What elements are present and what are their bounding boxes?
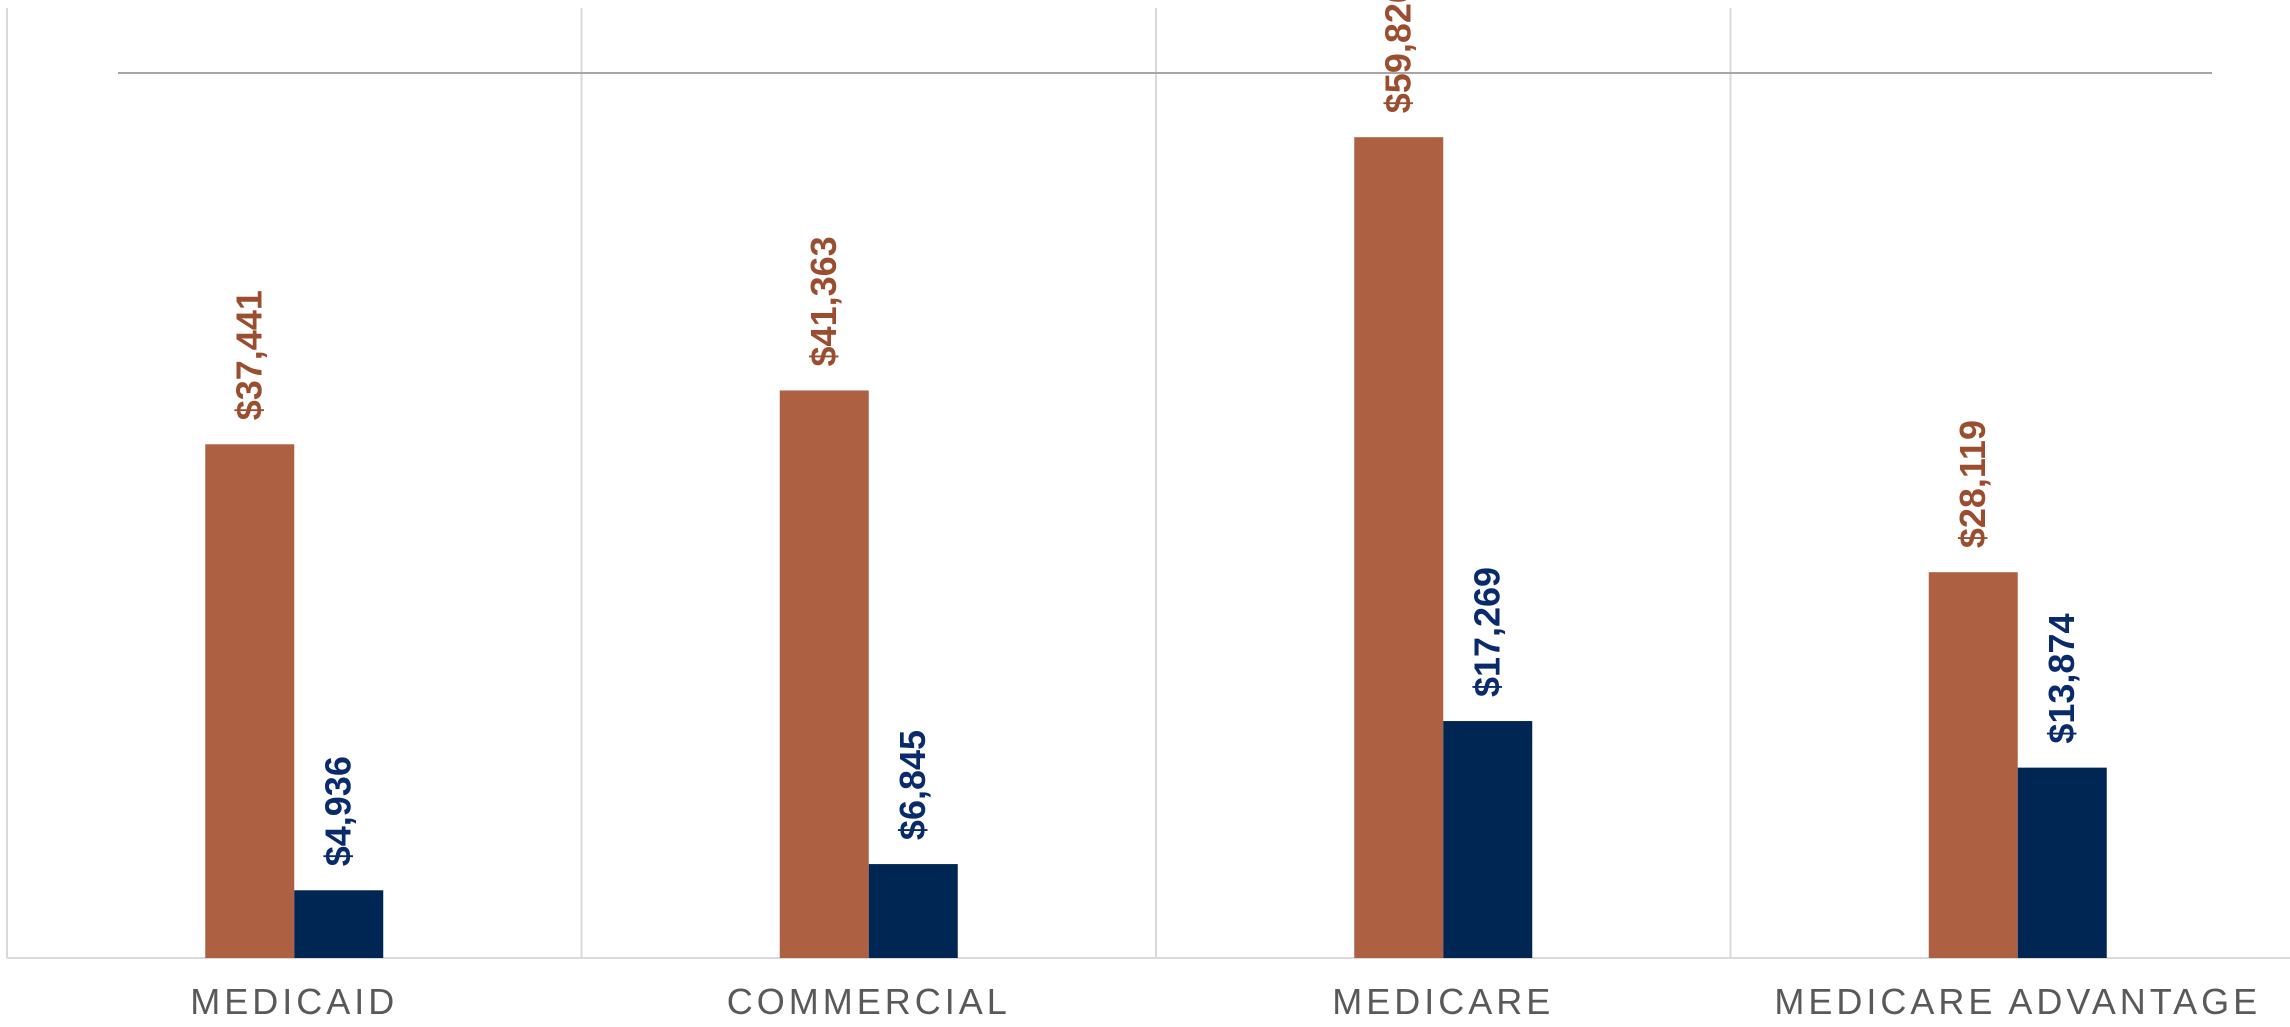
data-label: $6,845 — [892, 730, 933, 840]
data-label: $17,269 — [1467, 567, 1508, 697]
data-label: $4,936 — [318, 756, 359, 866]
bar-series1-commercial — [779, 390, 869, 958]
x-tick-label: MEDICARE ADVANTAGE — [1774, 981, 2261, 1022]
x-tick-label: MEDICARE — [1332, 981, 1554, 1022]
data-label: $59,820 — [1378, 0, 1419, 113]
data-label: $41,363 — [803, 236, 844, 366]
bar-series1-medicare — [1354, 137, 1444, 958]
bar-series2-medicaid — [294, 890, 384, 958]
bar-series2-medicare-advantage — [2017, 767, 2107, 958]
x-tick-label: MEDICAID — [190, 981, 398, 1022]
bar-series2-commercial — [868, 864, 958, 958]
data-label: $13,874 — [2041, 613, 2082, 743]
bar-series2-medicare — [1443, 721, 1533, 958]
x-tick-label: COMMERCIAL — [727, 981, 1011, 1022]
data-label: $37,441 — [229, 290, 270, 420]
bar-series1-medicare-advantage — [1928, 572, 2018, 958]
data-label: $28,119 — [1952, 420, 1993, 548]
bar-series1-medicaid — [205, 444, 295, 958]
